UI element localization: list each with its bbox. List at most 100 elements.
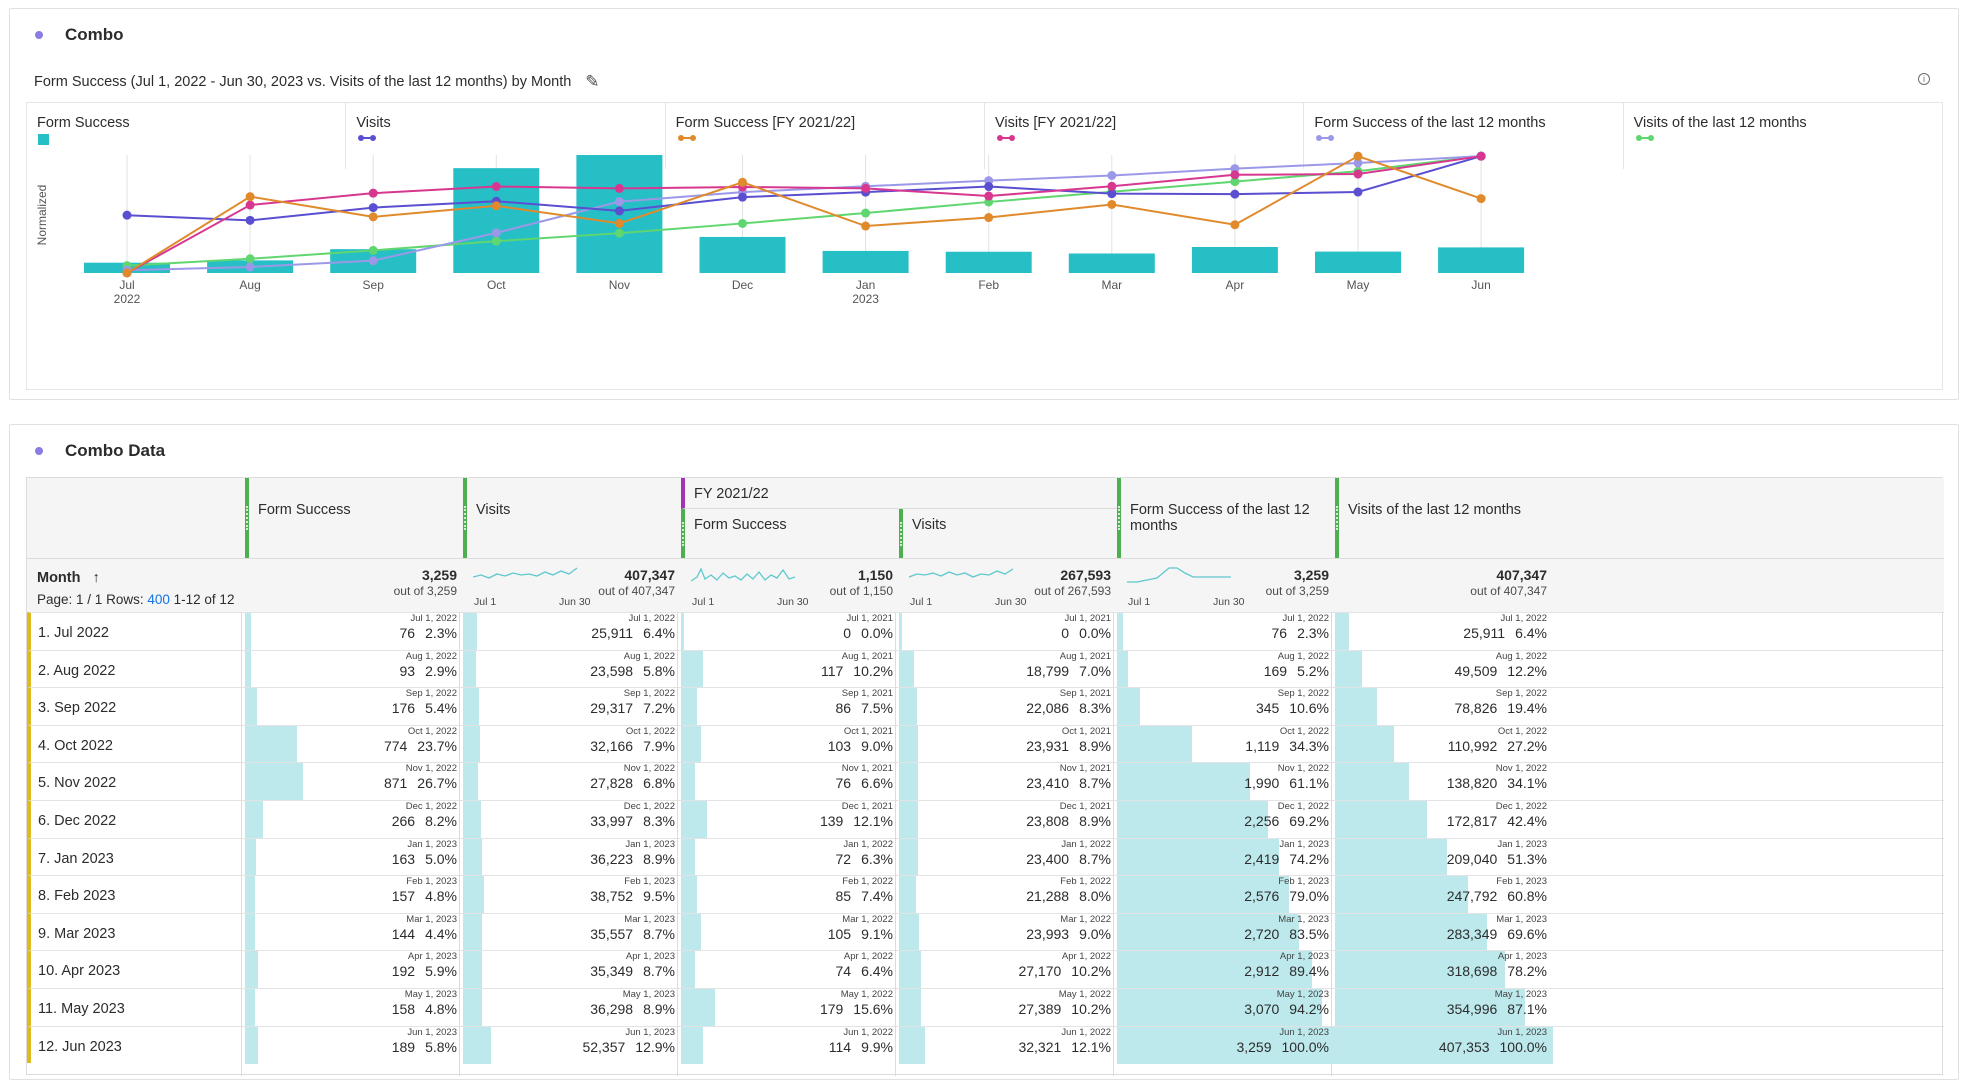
column-header[interactable]: Form Success of the last 12 months [1117,478,1335,558]
data-point[interactable] [245,200,255,210]
bar[interactable] [945,251,1032,273]
table-row[interactable]: 7. Jan 2023 Jan 1, 2023 163 5.0% Jan 1, 2023… [27,837,1944,876]
data-point[interactable] [861,183,871,193]
percent-bar [463,650,476,688]
cell-value: 0 0.0% [681,625,893,641]
column-header[interactable]: Visits [899,509,1117,558]
bar[interactable] [1068,253,1155,273]
data-point[interactable] [1353,169,1363,179]
column-header[interactable]: Form Success [681,509,899,558]
table-row[interactable]: 6. Dec 2022 Dec 1, 2022 266 8.2% Dec 1, 2022… [27,800,1944,838]
sort-ascending-icon[interactable]: ↑ [92,570,100,586]
data-point[interactable] [614,183,624,193]
legend-item[interactable]: Form Success [FY 2021/22] [666,103,985,169]
cell-percent: 2.9% [425,662,457,679]
data-point[interactable] [368,256,378,266]
data-point[interactable] [122,210,132,220]
drag-handle-icon[interactable] [464,506,466,530]
cell-date: Mar 1, 2023 [1278,913,1329,925]
bar[interactable] [1191,246,1278,273]
drag-handle-icon[interactable] [682,521,684,546]
percent-bar [1335,1026,1553,1064]
data-point[interactable] [614,218,624,228]
table-row[interactable]: 1. Jul 2022 Jul 1, 2022 76 2.3% Jul 1, 2022 2… [27,612,1944,650]
rows-per-page-select[interactable]: 400 [147,592,170,607]
percent-bar [1117,989,1323,1026]
table-row[interactable]: 12. Jun 2023 Jun 1, 2023 189 5.8% Jun 1, 202… [27,1025,1944,1064]
data-point[interactable] [1230,220,1240,230]
legend-item[interactable]: Visits [FY 2021/22] [985,103,1305,169]
data-point[interactable] [491,236,501,246]
data-point[interactable] [245,215,255,225]
drag-handle-icon[interactable] [1118,506,1120,530]
data-point[interactable] [122,268,132,278]
data-point[interactable] [861,221,871,231]
cell-date: Mar 1, 2022 [842,913,893,925]
bar[interactable] [1315,251,1401,273]
percent-bar [1117,688,1141,726]
table-row[interactable]: 5. Nov 2022 Nov 1, 2022 871 26.7% Nov 1, 202… [27,762,1944,801]
table-row[interactable]: 4. Oct 2022 Oct 1, 2022 774 23.7% Oct 1, 202… [27,724,1944,763]
data-point[interactable] [1107,181,1117,191]
table-row[interactable]: 8. Feb 2023 Feb 1, 2023 157 4.8% Feb 1, 2023… [27,875,1944,914]
data-point[interactable] [1230,164,1240,174]
data-point[interactable] [614,228,624,238]
data-point[interactable] [614,206,624,216]
data-point[interactable] [738,218,747,228]
drag-handle-icon[interactable] [246,506,248,530]
data-point[interactable] [1107,199,1117,209]
data-point[interactable] [245,254,255,264]
table-row[interactable]: 9. Mar 2023 Mar 1, 2023 144 4.4% Mar 1, 2023… [27,912,1944,951]
data-point[interactable] [984,182,994,192]
data-point[interactable] [1230,177,1240,187]
data-point[interactable] [1476,194,1486,204]
bar[interactable] [822,250,909,273]
table-row[interactable]: 2. Aug 2022 Aug 1, 2022 93 2.9% Aug 1, 2022 2… [27,649,1944,688]
drag-handle-icon[interactable] [900,521,902,546]
column-header[interactable]: Form Success [245,478,463,558]
table-row[interactable]: 3. Sep 2022 Sep 1, 2022 176 5.4% Sep 1, 2022… [27,687,1944,726]
legend-item[interactable]: Visits of the last 12 months [1624,103,1942,169]
data-point[interactable] [1353,151,1363,161]
legend-item[interactable]: Visits [346,103,666,169]
data-point[interactable] [491,201,501,211]
data-point[interactable] [1107,171,1117,181]
data-point[interactable] [491,228,501,238]
table-row[interactable]: 11. May 2023 May 1, 2023 158 4.8% May 1, 202… [27,988,1944,1026]
info-icon[interactable]: i [1918,73,1930,85]
data-point[interactable] [738,192,747,202]
column-header[interactable]: Visits [463,478,681,558]
row-label: 5. Nov 2022 [38,775,117,792]
chart-subtitle-text: Form Success (Jul 1, 2022 - Jun 30, 2023… [34,74,572,90]
column-header[interactable]: Visits of the last 12 months [1335,478,1553,558]
month-column-header[interactable]: Month ↑ [37,570,100,586]
table-row[interactable]: 10. Apr 2023 Apr 1, 2023 192 5.9% Apr 1, 202… [27,950,1944,989]
data-point[interactable] [368,245,378,255]
data-point[interactable] [861,208,871,218]
data-point[interactable] [1353,187,1363,197]
legend-item[interactable]: Form Success of the last 12 months [1304,103,1624,169]
data-point[interactable] [245,192,255,202]
data-point[interactable] [984,191,994,201]
edit-pencil-icon[interactable]: ✎ [585,72,600,91]
data-point[interactable] [984,213,994,223]
data-point[interactable] [1476,151,1486,161]
bar[interactable] [1438,247,1525,273]
group-column-header[interactable]: FY 2021/22 [681,478,1117,509]
data-point[interactable] [491,182,501,192]
data-point[interactable] [1107,189,1117,199]
drag-handle-icon[interactable] [1336,506,1338,530]
data-point[interactable] [368,203,378,213]
legend-item[interactable]: Form Success [27,103,347,169]
data-point[interactable] [1230,189,1240,199]
data-point[interactable] [368,188,378,198]
column-total: 407,347 out of 407,347 [463,567,675,598]
data-point[interactable] [738,177,747,187]
data-point[interactable] [1353,158,1363,168]
column-total: 267,593 out of 267,593 [899,567,1111,598]
data-point[interactable] [368,212,378,222]
data-point[interactable] [614,197,624,207]
bar[interactable] [699,236,786,273]
data-point[interactable] [245,262,255,272]
data-point[interactable] [1230,170,1240,180]
